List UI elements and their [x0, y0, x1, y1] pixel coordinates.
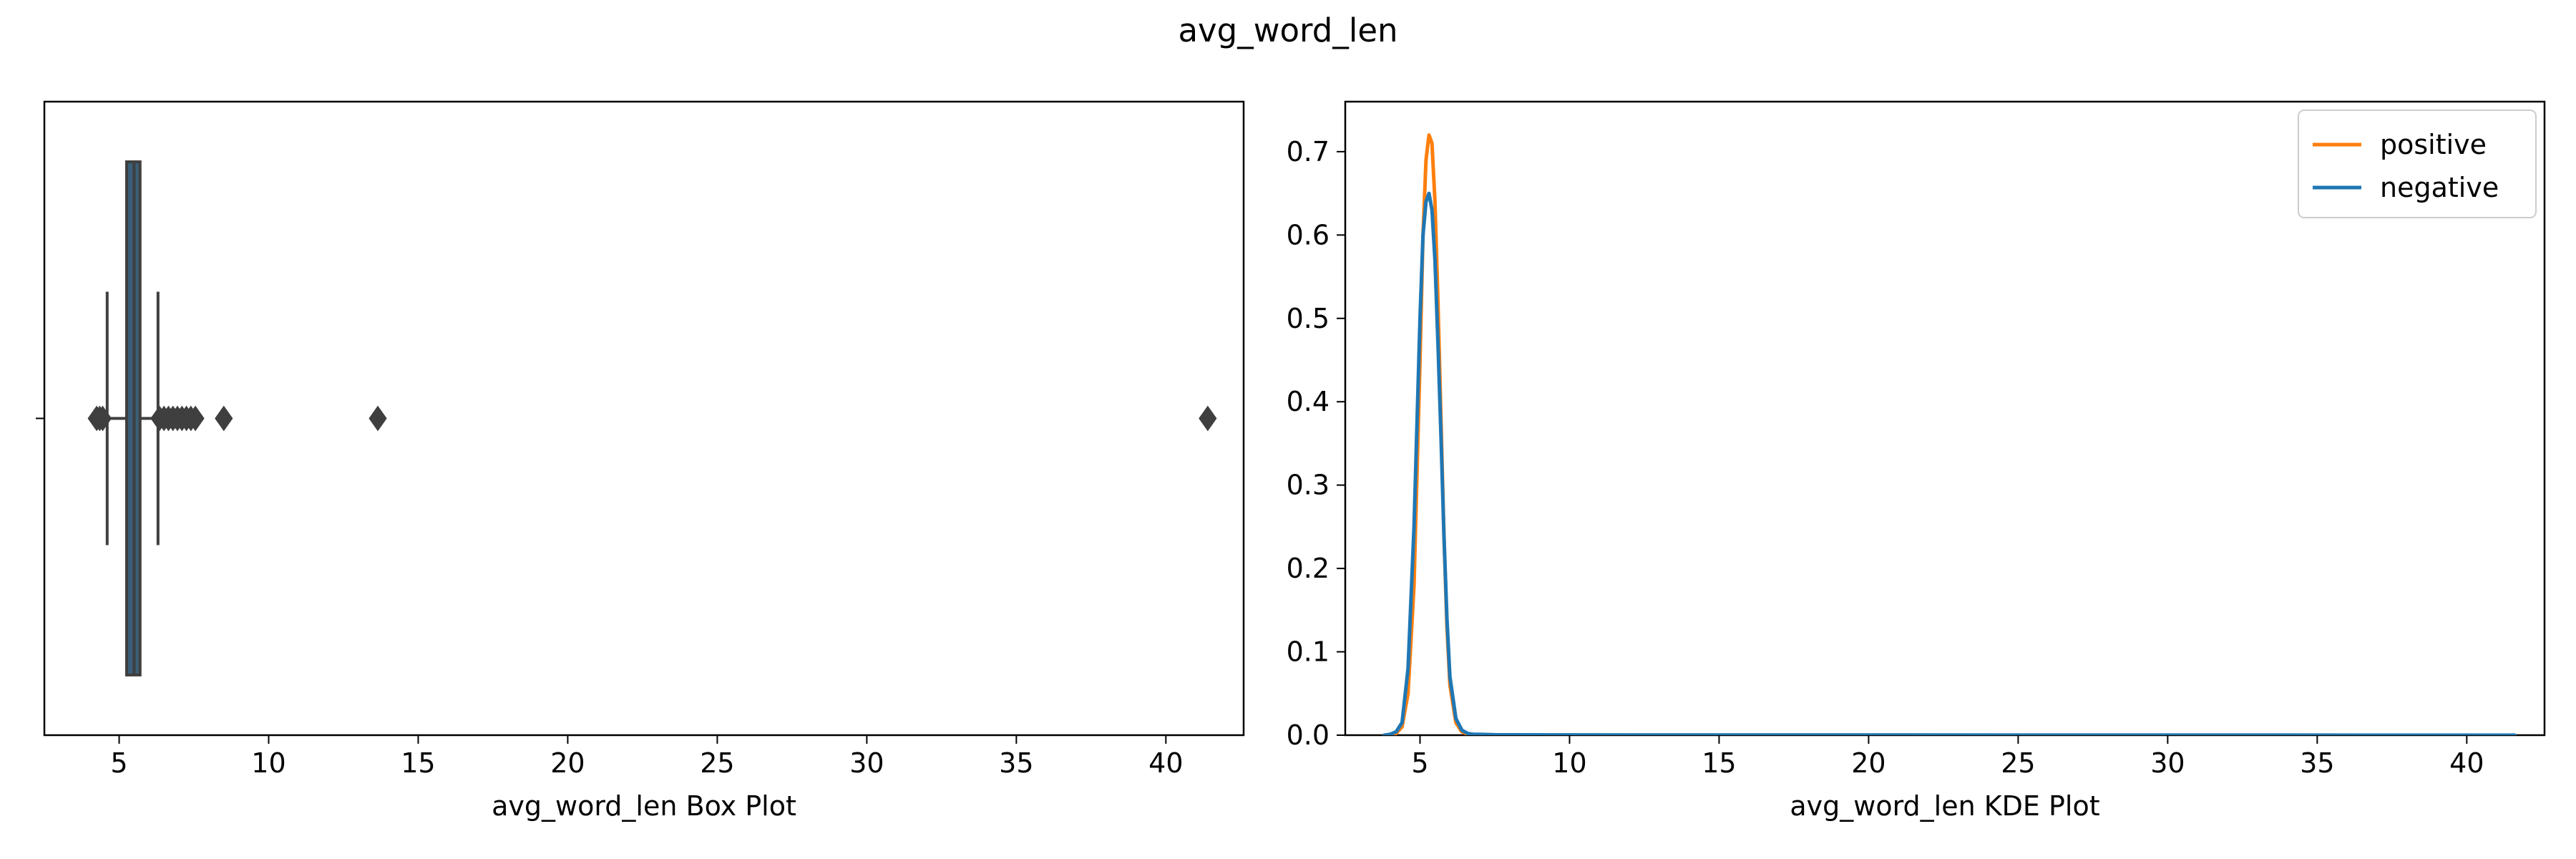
kde-legend-label-positive: positive [2380, 129, 2487, 160]
kde-x-tick-label: 35 [2300, 747, 2334, 779]
box-outlier-marker [186, 405, 205, 432]
kde-x-tick-label: 40 [2449, 747, 2484, 779]
kde-x-tick-label: 5 [1411, 747, 1428, 779]
box-x-tick-label: 25 [700, 747, 734, 779]
kde-y-tick-label: 0.1 [1287, 636, 1330, 668]
kde-x-tick-label: 10 [1552, 747, 1586, 779]
kde-legend-label-negative: negative [2380, 172, 2499, 203]
box-outlier-marker [93, 405, 112, 432]
kde-y-tick-label: 0.3 [1287, 470, 1330, 501]
kde-x-tick-label: 30 [2150, 747, 2185, 779]
box-x-tick-label: 10 [251, 747, 286, 779]
box-outlier-marker [369, 405, 387, 432]
figure-title: avg_word_len [1178, 11, 1397, 49]
kde-y-tick-label: 0.5 [1287, 303, 1330, 334]
kde-x-tick-label: 25 [2001, 747, 2035, 779]
box-outlier-marker [215, 405, 233, 432]
kde-y-tick-label: 0.6 [1287, 219, 1330, 251]
kde-plot-panel: 5 10 15 20 25 30 35 40 0.0 0.1 0.2 0.3 0.4 0.5 0.6 0.7 a… [1287, 100, 2546, 822]
kde-legend [2298, 110, 2537, 218]
kde-x-tick-label: 15 [1702, 747, 1736, 779]
kde-x-tick-label: 20 [1851, 747, 1885, 779]
kde-series-line-negative [1382, 191, 2517, 735]
box-x-axis-label: avg_word_len Box Plot [492, 790, 796, 822]
box-x-tick-label: 15 [401, 747, 435, 779]
kde-y-tick-label: 0.4 [1287, 386, 1330, 417]
kde-y-tick-label: 0.2 [1287, 553, 1330, 584]
box-x-tick-label: 20 [550, 747, 585, 779]
kde-x-axis-label: avg_word_len KDE Plot [1790, 790, 2099, 822]
box-x-tick-label: 5 [110, 747, 127, 779]
box-x-tick-label: 30 [849, 747, 884, 779]
box-outlier-marker [1199, 405, 1217, 432]
box-x-tick-label: 40 [1148, 747, 1183, 779]
kde-y-tick-label: 0.7 [1287, 136, 1330, 168]
box-x-tick-label: 35 [999, 747, 1033, 779]
kde-y-tick-label: 0.0 [1287, 719, 1330, 751]
box-plot-panel: 5 10 15 20 25 30 35 40 avg_word_len Box Plot [36, 100, 1245, 822]
